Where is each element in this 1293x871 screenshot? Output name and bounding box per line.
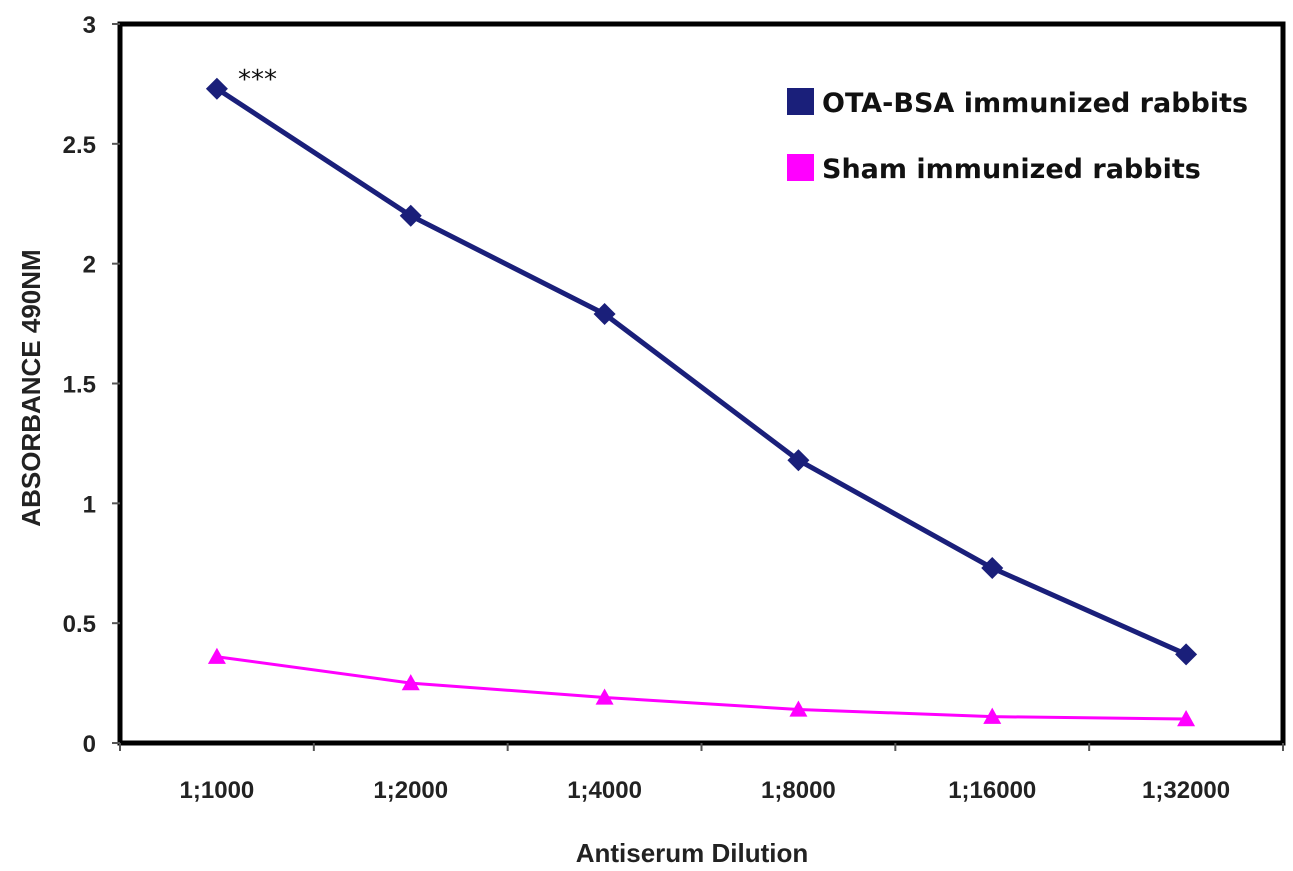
significance-annotation: *** [238, 65, 277, 95]
y-tick-label: 3 [83, 12, 96, 39]
series-line [215, 86, 1188, 657]
x-tick-label: 1;16000 [948, 777, 1036, 804]
y-tick-label: 1.5 [63, 372, 96, 399]
x-axis: 1;1000 1;2000 1;4000 1;8000 1;16000 1;32000 [119, 743, 1284, 804]
y-tick-label: 2 [83, 252, 96, 279]
y-axis: 0 0.5 1 1.5 2 2.5 3 [63, 12, 120, 758]
legend-swatch [787, 88, 814, 115]
data-point-diamond [593, 302, 616, 325]
plot-area-border [117, 21, 1286, 746]
x-tick-label: 1;2000 [373, 777, 448, 804]
data-point-triangle [789, 700, 808, 717]
series-layer [205, 77, 1198, 727]
legend-label: OTA-BSA immunized rabbits [822, 88, 1248, 119]
x-tick-label: 1;32000 [1142, 777, 1230, 804]
data-point-diamond [981, 557, 1004, 580]
y-axis-title: ABSORBANCE 490NM [16, 249, 46, 526]
data-point-diamond [787, 449, 810, 472]
legend-label: Sham immunized rabbits [822, 154, 1201, 185]
x-axis-title: Antiserum Dilution [576, 838, 809, 868]
data-point-diamond [399, 204, 422, 227]
y-tick-label: 2.5 [63, 132, 96, 159]
data-point-triangle [401, 674, 420, 691]
series-line [216, 655, 1187, 721]
y-tick-label: 0.5 [63, 611, 96, 638]
legend-swatch [787, 154, 814, 181]
data-point-diamond [205, 77, 228, 100]
legend: OTA-BSA immunized rabbits Sham immunized … [787, 88, 1248, 185]
data-point-triangle [595, 688, 614, 705]
y-tick-label: 0 [83, 731, 96, 758]
data-point-triangle [1177, 710, 1196, 727]
data-point-triangle [207, 647, 226, 664]
x-tick-label: 1;4000 [567, 777, 642, 804]
x-tick-label: 1;1000 [180, 777, 255, 804]
y-tick-label: 1 [83, 491, 96, 518]
series-1 [205, 77, 1198, 666]
series-2 [207, 647, 1196, 727]
x-tick-label: 1;8000 [761, 777, 836, 804]
data-point-triangle [983, 707, 1002, 724]
data-point-diamond [1175, 643, 1198, 666]
